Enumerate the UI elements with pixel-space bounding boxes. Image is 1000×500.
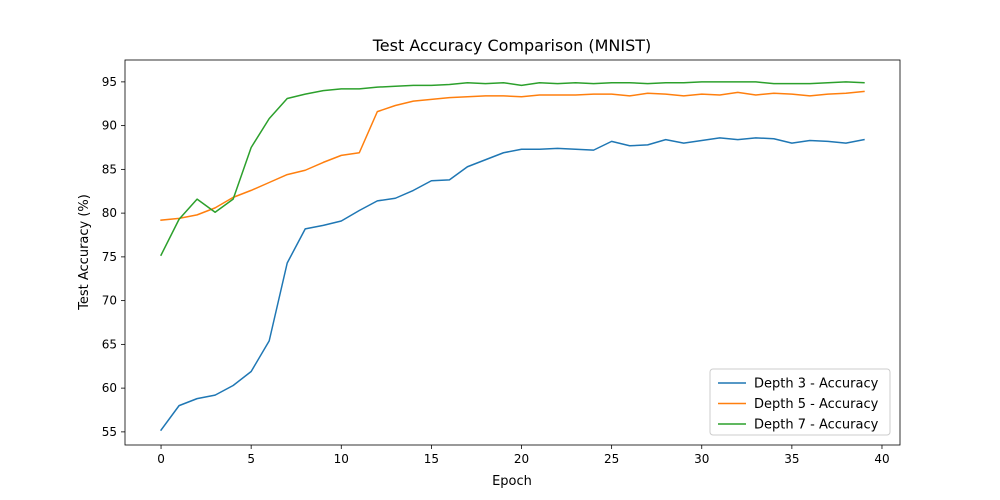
y-tick-label: 80	[102, 206, 117, 220]
series-line-depth-7	[160, 81, 865, 257]
x-tick-label: 20	[514, 452, 529, 466]
y-tick-label: 75	[102, 250, 117, 264]
y-tick-label: 65	[102, 337, 117, 351]
x-tick-label: 30	[694, 452, 709, 466]
y-tick-label: 60	[102, 381, 117, 395]
y-tick-label: 95	[102, 75, 117, 89]
legend-box	[709, 368, 891, 436]
x-tick-label: 5	[247, 452, 255, 466]
y-tick-label: 85	[102, 162, 117, 176]
plot-frame	[124, 59, 901, 446]
series-line-depth-3	[160, 137, 865, 432]
x-tick-label: 25	[604, 452, 619, 466]
x-tick-label: 40	[874, 452, 889, 466]
y-axis-ticks: 55 60 65 70 75 80 85 90 95	[102, 75, 125, 439]
x-tick-label: 15	[424, 452, 439, 466]
x-axis-label: Epoch	[492, 474, 532, 489]
series-lines	[160, 81, 865, 432]
chart-title: Test Accuracy Comparison (MNIST)	[372, 36, 652, 55]
x-tick-label: 35	[784, 452, 799, 466]
x-tick-label: 10	[334, 452, 349, 466]
x-axis-ticks: 0 5 10 15 20 25 30 35 40	[157, 445, 890, 466]
legend-entry: Depth 7 - Accuracy	[754, 418, 879, 433]
legend: Depth 3 - Accuracy Depth 5 - Accuracy Dept…	[709, 368, 891, 436]
y-tick-label: 55	[102, 425, 117, 439]
y-tick-label: 90	[102, 119, 117, 133]
legend-entry: Depth 3 - Accuracy	[754, 377, 879, 392]
y-axis-label: Test Accuracy (%)	[77, 194, 92, 311]
series-line-depth-5	[160, 90, 865, 221]
x-tick-label: 0	[157, 452, 165, 466]
legend-entry: Depth 5 - Accuracy	[754, 397, 879, 412]
y-tick-label: 70	[102, 294, 117, 308]
